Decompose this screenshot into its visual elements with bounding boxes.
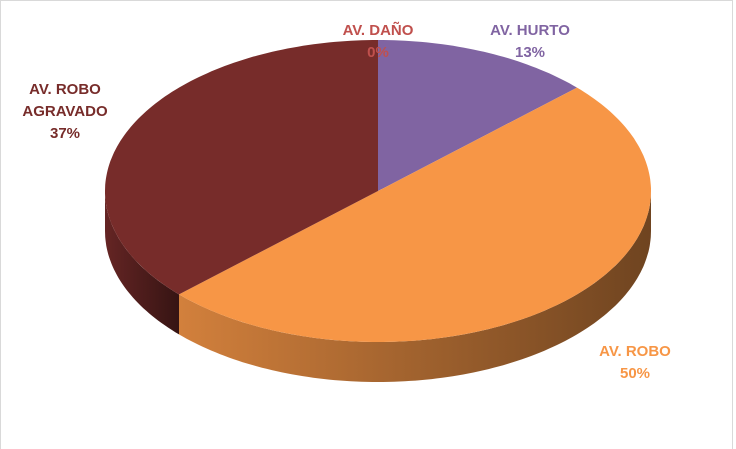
value-label: 0% [367, 44, 389, 61]
pie-side [105, 191, 179, 335]
category-label: AV. HURTO [490, 22, 570, 39]
value-label: 37% [49, 125, 81, 142]
category-label: AV. ROBO [599, 343, 671, 360]
data-label: AV. DAÑO 0% [343, 20, 414, 64]
data-label: AV. ROBO AGRAVADO 37% [15, 79, 115, 145]
category-label: AV. DAÑO [342, 22, 414, 39]
value-label: 13% [514, 44, 546, 61]
pie-slice [179, 87, 651, 342]
pie-slice [105, 40, 378, 295]
pie-side [179, 191, 651, 382]
pie-slice [378, 40, 577, 191]
data-label: AV. HURTO 13% [490, 20, 570, 64]
data-label: AV. ROBO 50% [599, 341, 671, 385]
category-label: AV. ROBO AGRAVADO [22, 81, 108, 120]
value-label: 50% [619, 365, 651, 382]
